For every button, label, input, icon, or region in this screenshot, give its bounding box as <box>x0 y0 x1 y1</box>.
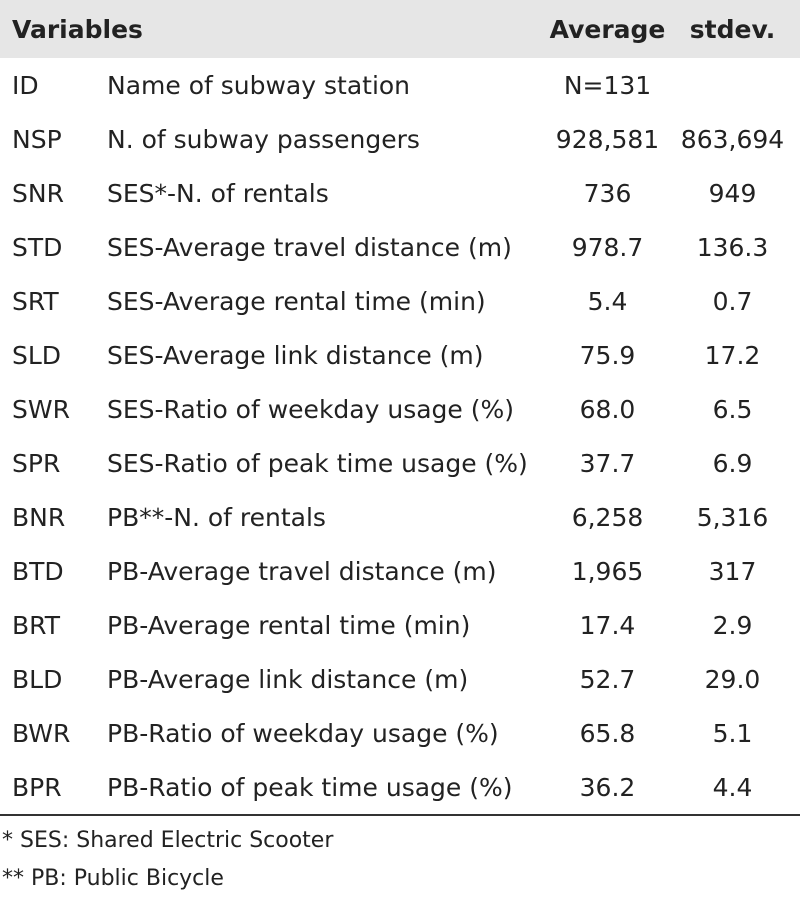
table-row: SLD SES-Average link distance (m) 75.9 17.2 <box>0 328 800 382</box>
table-row: STD SES-Average travel distance (m) 978.7 1… <box>0 220 800 274</box>
table-row: NSP N. of subway passengers 928,581 863,694 <box>0 112 800 166</box>
footnote: ** PB: Public Bicycle <box>2 866 224 891</box>
table-cell: BTD <box>12 556 64 586</box>
table-cell: 1,965 <box>571 556 644 586</box>
table-cell: 736 <box>583 178 632 208</box>
table-row: BNR PB**-N. of rentals 6,258 5,316 <box>0 490 800 544</box>
table-row: BPR PB-Ratio of peak time usage (%) 36.2 4.… <box>0 760 800 814</box>
table-row: BTD PB-Average travel distance (m) 1,965 31… <box>0 544 800 598</box>
table-cell: BRT <box>12 610 60 640</box>
table-cell: SES*-N. of rentals <box>107 178 329 208</box>
table-cell: 65.8 <box>579 718 636 748</box>
table-cell: BPR <box>12 772 62 802</box>
header-cell: Variables <box>12 14 143 44</box>
table-cell: 863,694 <box>680 124 785 154</box>
table-cell: PB-Average link distance (m) <box>107 664 469 694</box>
table-row: SPR SES-Ratio of peak time usage (%) 37.7 6… <box>0 436 800 490</box>
table-cell: SES-Average travel distance (m) <box>107 232 512 262</box>
table-cell: 37.7 <box>579 448 636 478</box>
table-cell: PB-Ratio of weekday usage (%) <box>107 718 499 748</box>
table-cell: 75.9 <box>579 340 636 370</box>
table-cell: N. of subway passengers <box>107 124 420 154</box>
table-row: BLD PB-Average link distance (m) 52.7 29.0 <box>0 652 800 706</box>
table-cell: SNR <box>12 178 64 208</box>
table-row: SNR SES*-N. of rentals 736 949 <box>0 166 800 220</box>
table-row: SWR SES-Ratio of weekday usage (%) 68.0 6.5 <box>0 382 800 436</box>
table-cell: 17.4 <box>579 610 636 640</box>
table-cell: 52.7 <box>579 664 636 694</box>
footnote: * SES: Shared Electric Scooter <box>2 828 334 853</box>
table-cell: 17.2 <box>704 340 761 370</box>
table-cell: 36.2 <box>579 772 636 802</box>
table-cell: SLD <box>12 340 62 370</box>
table-cell: SES-Ratio of peak time usage (%) <box>107 448 528 478</box>
table-cell: SES-Ratio of weekday usage (%) <box>107 394 514 424</box>
table-cell: 6.5 <box>712 394 753 424</box>
table-cell: SPR <box>12 448 61 478</box>
table-row: ID Name of subway station N=131 <box>0 58 800 112</box>
table-cell: SES-Average link distance (m) <box>107 340 484 370</box>
table-row: BRT PB-Average rental time (min) 17.4 2.9 <box>0 598 800 652</box>
table-cell: 68.0 <box>579 394 636 424</box>
table-cell: 928,581 <box>555 124 660 154</box>
header-cell: stdev. <box>689 14 776 44</box>
table-cell: PB-Average rental time (min) <box>107 610 471 640</box>
table-rule <box>0 814 800 816</box>
table-cell: Name of subway station <box>107 70 411 100</box>
table-cell: 949 <box>708 178 757 208</box>
table-cell: 29.0 <box>704 664 761 694</box>
table-cell: PB-Ratio of peak time usage (%) <box>107 772 513 802</box>
table-cell: 5.4 <box>587 286 628 316</box>
table-cell: 5,316 <box>696 502 769 532</box>
table-cell: 317 <box>708 556 757 586</box>
table-cell: BLD <box>12 664 63 694</box>
table-cell: 5.1 <box>712 718 753 748</box>
table-cell: ID <box>12 70 39 100</box>
table-row: SRT SES-Average rental time (min) 5.4 0.7 <box>0 274 800 328</box>
table-cell: 4.4 <box>712 772 753 802</box>
table-row: BWR PB-Ratio of weekday usage (%) 65.8 5.1 <box>0 706 800 760</box>
table-cell: BWR <box>12 718 71 748</box>
table-cell: STD <box>12 232 63 262</box>
table-cell: 136.3 <box>696 232 769 262</box>
table-cell: 0.7 <box>712 286 753 316</box>
table-cell: 6,258 <box>571 502 644 532</box>
table-cell: SRT <box>12 286 59 316</box>
table-cell: 978.7 <box>571 232 644 262</box>
table-cell: BNR <box>12 502 66 532</box>
table-cell: 6.9 <box>712 448 753 478</box>
header-cell: Average <box>549 14 666 44</box>
table-cell: NSP <box>12 124 62 154</box>
table-cell: 2.9 <box>712 610 753 640</box>
table-cell: PB**-N. of rentals <box>107 502 326 532</box>
table-cell: SWR <box>12 394 70 424</box>
table-cell: SES-Average rental time (min) <box>107 286 486 316</box>
table-cell: N=131 <box>563 70 652 100</box>
table-cell: PB-Average travel distance (m) <box>107 556 497 586</box>
header-row: Variables Average stdev. <box>0 0 800 58</box>
